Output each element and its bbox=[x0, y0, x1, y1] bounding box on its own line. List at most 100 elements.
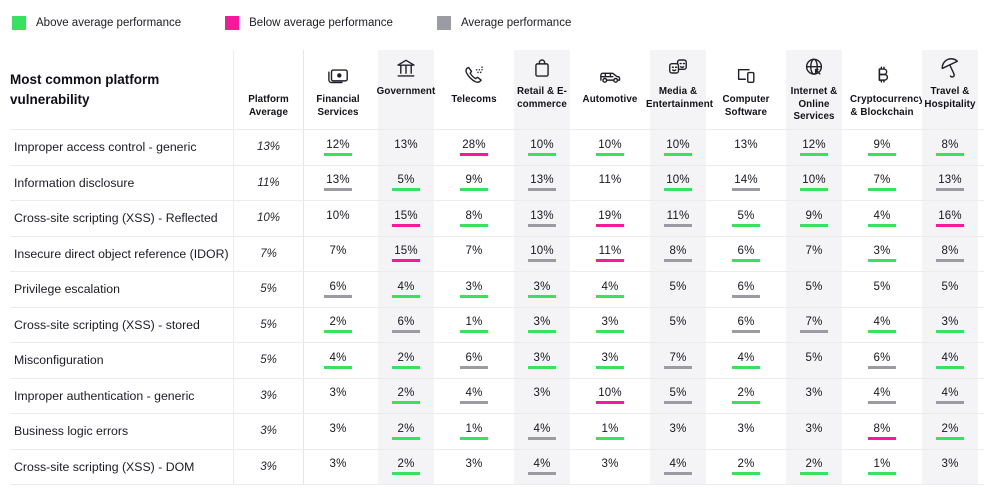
data-cell: 1% bbox=[440, 308, 508, 343]
cell-value: 3% bbox=[533, 316, 551, 329]
data-cell: 3% bbox=[304, 450, 372, 485]
data-cell: 3% bbox=[780, 378, 848, 414]
cell-value: 5% bbox=[873, 280, 891, 293]
devices-icon bbox=[733, 58, 759, 94]
report-page: Above average performance Below average … bbox=[10, 16, 984, 485]
cell-value: 3% bbox=[805, 422, 823, 435]
cell-value: 4% bbox=[533, 458, 551, 471]
cell-value: 6% bbox=[873, 351, 891, 364]
data-cell: 13% bbox=[508, 201, 576, 237]
performance-underline bbox=[596, 294, 624, 298]
data-cell: 3% bbox=[234, 449, 304, 485]
performance-underline bbox=[528, 330, 556, 334]
performance-underline bbox=[460, 294, 488, 298]
performance-underline bbox=[324, 224, 352, 227]
performance-underline bbox=[800, 295, 828, 298]
performance-underline bbox=[868, 401, 896, 405]
legend-item-above: Above average performance bbox=[12, 16, 181, 30]
performance-underline bbox=[528, 365, 556, 369]
data-cell: 12% bbox=[304, 130, 372, 166]
data-cell: 28% bbox=[440, 130, 508, 166]
cell-value: 13% bbox=[734, 138, 758, 151]
row-label-privilege-escalation: Privilege escalation bbox=[10, 272, 234, 308]
column-header-internet-online-services: Internet & Online Services bbox=[780, 50, 848, 130]
cell-value: 8% bbox=[465, 209, 483, 222]
performance-underline bbox=[936, 295, 964, 298]
data-cell: 7% bbox=[234, 236, 304, 272]
performance-underline bbox=[664, 365, 692, 369]
data-cell: 19% bbox=[576, 201, 644, 237]
cell-value: 4% bbox=[737, 351, 755, 364]
row-label-information-disclosure: Information disclosure bbox=[10, 165, 234, 201]
data-cell: 8% bbox=[916, 130, 984, 166]
data-cell: 3% bbox=[234, 414, 304, 450]
cell-value: 5% bbox=[669, 387, 687, 400]
cell-value: 13% bbox=[326, 174, 350, 187]
row-label-cross-site-scripting-xss-stored: Cross-site scripting (XSS) - stored bbox=[10, 307, 234, 343]
data-cell: 15% bbox=[372, 236, 440, 272]
data-cell: 5% bbox=[234, 272, 304, 308]
performance-underline bbox=[528, 436, 556, 440]
performance-underline bbox=[936, 188, 964, 192]
row-label-insecure-direct-object-reference-idor: Insecure direct object reference (IDOR) bbox=[10, 236, 234, 272]
cell-value: 4% bbox=[465, 387, 483, 400]
column-header-label: Retail & E-commerce bbox=[516, 86, 568, 110]
cell-value: 2% bbox=[737, 387, 755, 400]
phone-icon bbox=[461, 58, 487, 94]
cell-value: 9% bbox=[465, 174, 483, 187]
data-cell: 6% bbox=[440, 343, 508, 379]
performance-underline bbox=[460, 472, 488, 475]
performance-underline bbox=[732, 188, 760, 192]
cell-value: 5% bbox=[669, 280, 687, 293]
row-label-improper-authentication-generic: Improper authentication - generic bbox=[10, 378, 234, 414]
data-cell: 13% bbox=[712, 130, 780, 166]
cell-value: 2% bbox=[329, 316, 347, 329]
platform-average-value: 5% bbox=[260, 283, 277, 296]
performance-underline bbox=[392, 436, 420, 440]
performance-underline bbox=[936, 223, 964, 227]
data-cell: 3% bbox=[508, 343, 576, 379]
legend-label: Average performance bbox=[460, 17, 572, 29]
cell-value: 15% bbox=[394, 209, 418, 222]
column-header-label: Financial Services bbox=[316, 94, 360, 118]
performance-underline bbox=[528, 223, 556, 227]
cell-value: 5% bbox=[669, 316, 687, 329]
data-cell: 16% bbox=[916, 201, 984, 237]
cell-value: 1% bbox=[465, 422, 483, 435]
cell-value: 4% bbox=[873, 209, 891, 222]
cell-value: 1% bbox=[873, 458, 891, 471]
cell-value: 3% bbox=[601, 316, 619, 329]
cell-value: 3% bbox=[533, 351, 551, 364]
performance-underline bbox=[732, 365, 760, 369]
data-cell: 5% bbox=[644, 378, 712, 414]
cell-value: 9% bbox=[873, 138, 891, 151]
cell-value: 10% bbox=[802, 174, 826, 187]
performance-underline bbox=[664, 152, 692, 156]
performance-underline bbox=[392, 153, 420, 156]
cell-value: 4% bbox=[873, 387, 891, 400]
performance-underline bbox=[596, 330, 624, 334]
average-swatch-icon bbox=[436, 16, 451, 30]
cell-value: 2% bbox=[397, 458, 415, 471]
data-cell: 3% bbox=[780, 414, 848, 450]
performance-underline bbox=[392, 223, 420, 227]
data-cell: 6% bbox=[712, 272, 780, 308]
data-cell: 4% bbox=[304, 343, 372, 379]
performance-underline bbox=[732, 472, 760, 476]
cell-value: 2% bbox=[805, 458, 823, 471]
performance-underline bbox=[664, 223, 692, 227]
platform-average-value: 11% bbox=[257, 176, 280, 189]
performance-underline bbox=[936, 330, 964, 334]
platform-average-value: 7% bbox=[260, 247, 277, 260]
cell-value: 8% bbox=[941, 245, 959, 258]
performance-underline bbox=[596, 152, 624, 156]
data-cell: 12% bbox=[780, 130, 848, 166]
data-cell: 15% bbox=[372, 201, 440, 237]
performance-underline bbox=[392, 401, 420, 405]
performance-underline bbox=[460, 188, 488, 192]
performance-underline bbox=[460, 223, 488, 227]
cell-value: 4% bbox=[669, 458, 687, 471]
performance-underline bbox=[800, 259, 828, 262]
data-cell: 13% bbox=[304, 166, 372, 201]
data-cell: 5% bbox=[372, 165, 440, 201]
